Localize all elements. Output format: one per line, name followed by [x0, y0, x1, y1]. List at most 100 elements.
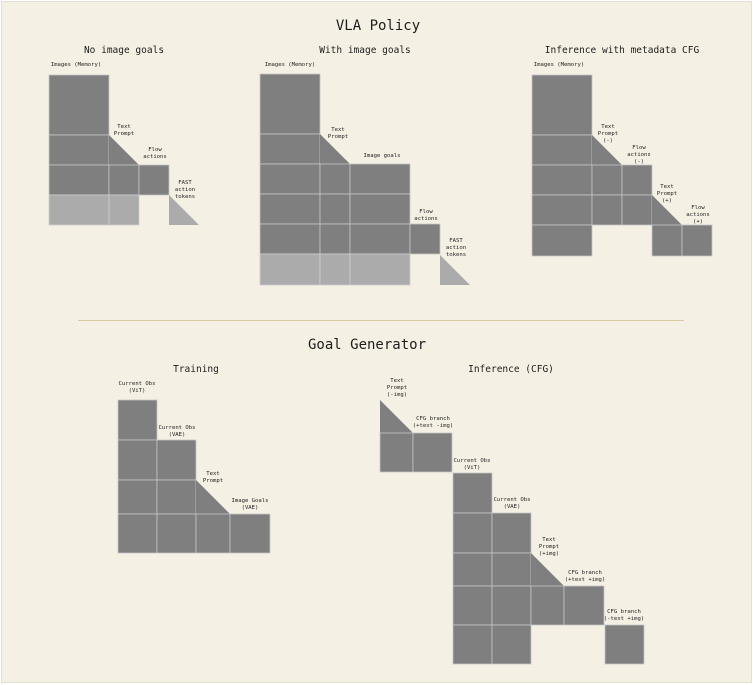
current-obs-vit-block [117, 513, 158, 554]
current-obs-vit-block [117, 479, 158, 515]
images-memory-block [259, 133, 321, 165]
images-memory-block [531, 74, 593, 136]
image-goals-block [349, 193, 411, 225]
panel-training [117, 399, 271, 554]
current-obs-vae-block [491, 512, 532, 554]
label-current-obs-vae: Current Obs (VAE) [158, 425, 196, 438]
text-prompt-pos-img-triangle [531, 553, 564, 586]
text-prompt-block [108, 164, 140, 196]
section-divider [78, 320, 684, 321]
metadata-cfg-title: Inference with metadata CFG [544, 45, 700, 56]
label-current-obs-vae: Current Obs (VAE) [493, 497, 531, 510]
current-obs-vit-block [452, 585, 493, 626]
text-prompt-neg-img-triangle [380, 400, 413, 433]
current-obs-vit-block [117, 439, 158, 481]
text-prompt-pos-img-block [530, 585, 565, 626]
fast-row-mask-block [319, 253, 351, 286]
image-goals-block [349, 163, 411, 195]
label-fast-tokens: FAST action tokens [445, 238, 467, 258]
label-cfg-branch-notext-img: CFG branch (-text +img) [603, 609, 645, 622]
images-memory-block [531, 134, 593, 166]
label-images-memory: Images (Memory) [264, 62, 316, 68]
text-prompt-block [195, 513, 231, 554]
current-obs-vae-block [491, 624, 532, 665]
current-obs-vit-block [452, 472, 493, 514]
label-text-prompt-neg-img: Text Prompt (-img) [386, 378, 408, 398]
flow-actions-neg-block [621, 164, 653, 196]
images-memory-block [259, 193, 321, 225]
image-goals-vae-block [229, 513, 271, 554]
text-prompt-block [319, 163, 351, 195]
vla-policy-title: VLA Policy [335, 18, 421, 34]
fast-row-mask-block [349, 253, 411, 286]
images-memory-block [531, 194, 593, 226]
current-obs-vae-block [156, 513, 197, 554]
goal-generator-title: Goal Generator [307, 337, 427, 353]
images-memory-block [531, 164, 593, 196]
image-goals-block [349, 223, 411, 255]
training-title: Training [173, 364, 219, 375]
label-flow-actions-neg: Flow actions (-) [627, 145, 651, 165]
no-image-goals-title: No image goals [83, 45, 165, 56]
text-prompt-neg-img-block [379, 432, 414, 473]
label-flow-actions: Flow actions [143, 147, 167, 160]
label-current-obs-vit: Current Obs (ViT) [118, 381, 156, 394]
label-cfg-branch-text-img: CFG branch (+text +img) [564, 570, 606, 583]
label-text-prompt-pos-img: Text Prompt (+img) [538, 537, 560, 557]
fast-tokens-causal-triangle [440, 255, 470, 285]
fast-row-mask-block [48, 194, 110, 226]
fast-row-mask-block [108, 194, 140, 226]
images-memory-block [48, 74, 110, 136]
images-memory-block [259, 73, 321, 135]
label-images-memory: Images (Memory) [533, 62, 585, 68]
label-images-memory: Images (Memory) [50, 62, 102, 68]
label-text-prompt: Text Prompt [113, 124, 135, 137]
text-prompt-neg-block [591, 164, 623, 196]
label-flow-actions: Flow actions [414, 209, 438, 222]
panel-metadata-cfg [531, 74, 713, 257]
text-prompt-pos-block [651, 224, 683, 257]
text-prompt-neg-block [591, 194, 623, 226]
panel-with-image-goals [259, 73, 470, 286]
cfg-branch-text-noimg-block [412, 432, 453, 473]
images-memory-block [259, 223, 321, 255]
inference-cfg-title: Inference (CFG) [468, 364, 554, 375]
current-obs-vit-block [452, 552, 493, 587]
label-cfg-branch-text-noimg: CFG branch (+text -img) [412, 416, 454, 429]
current-obs-vit-block [452, 512, 493, 554]
images-memory-block [259, 163, 321, 195]
label-image-goals-vae: Image Goals (VAE) [231, 498, 269, 511]
text-prompt-block [319, 223, 351, 255]
cfg-branch-notext-img-block [604, 624, 645, 665]
text-prompt-causal-triangle [109, 135, 139, 165]
label-flow-actions-pos: Flow actions (+) [686, 205, 710, 225]
flow-actions-block [409, 223, 441, 255]
current-obs-vae-block [156, 479, 197, 515]
label-current-obs-vit: Current Obs (ViT) [453, 458, 491, 471]
fast-row-mask-block [259, 253, 321, 286]
text-prompt-causal-triangle [320, 134, 350, 164]
label-text-prompt: Text Prompt [327, 127, 349, 140]
text-prompt-block [319, 193, 351, 225]
text-prompt-causal-triangle [196, 480, 230, 514]
images-memory-block [48, 164, 110, 196]
current-obs-vae-block [491, 585, 532, 626]
flow-actions-block [138, 164, 170, 196]
panel-no-image-goals [48, 74, 199, 226]
text-prompt-neg-triangle [592, 135, 622, 165]
panel-inference-cfg [379, 400, 645, 665]
flow-actions-pos-block [681, 224, 713, 257]
current-obs-vit-block [117, 399, 158, 441]
text-prompt-pos-triangle [652, 195, 682, 225]
current-obs-vae-block [491, 552, 532, 587]
fast-tokens-causal-triangle [169, 195, 199, 225]
current-obs-vit-block [452, 624, 493, 665]
label-text-prompt-neg: Text Prompt (-) [597, 124, 619, 144]
label-image-goals: Image goals [363, 153, 401, 159]
images-memory-block [531, 224, 593, 257]
with-image-goals-title: With image goals [319, 45, 411, 56]
label-text-prompt-pos: Text Prompt (+) [656, 184, 678, 204]
images-memory-block [48, 134, 110, 166]
